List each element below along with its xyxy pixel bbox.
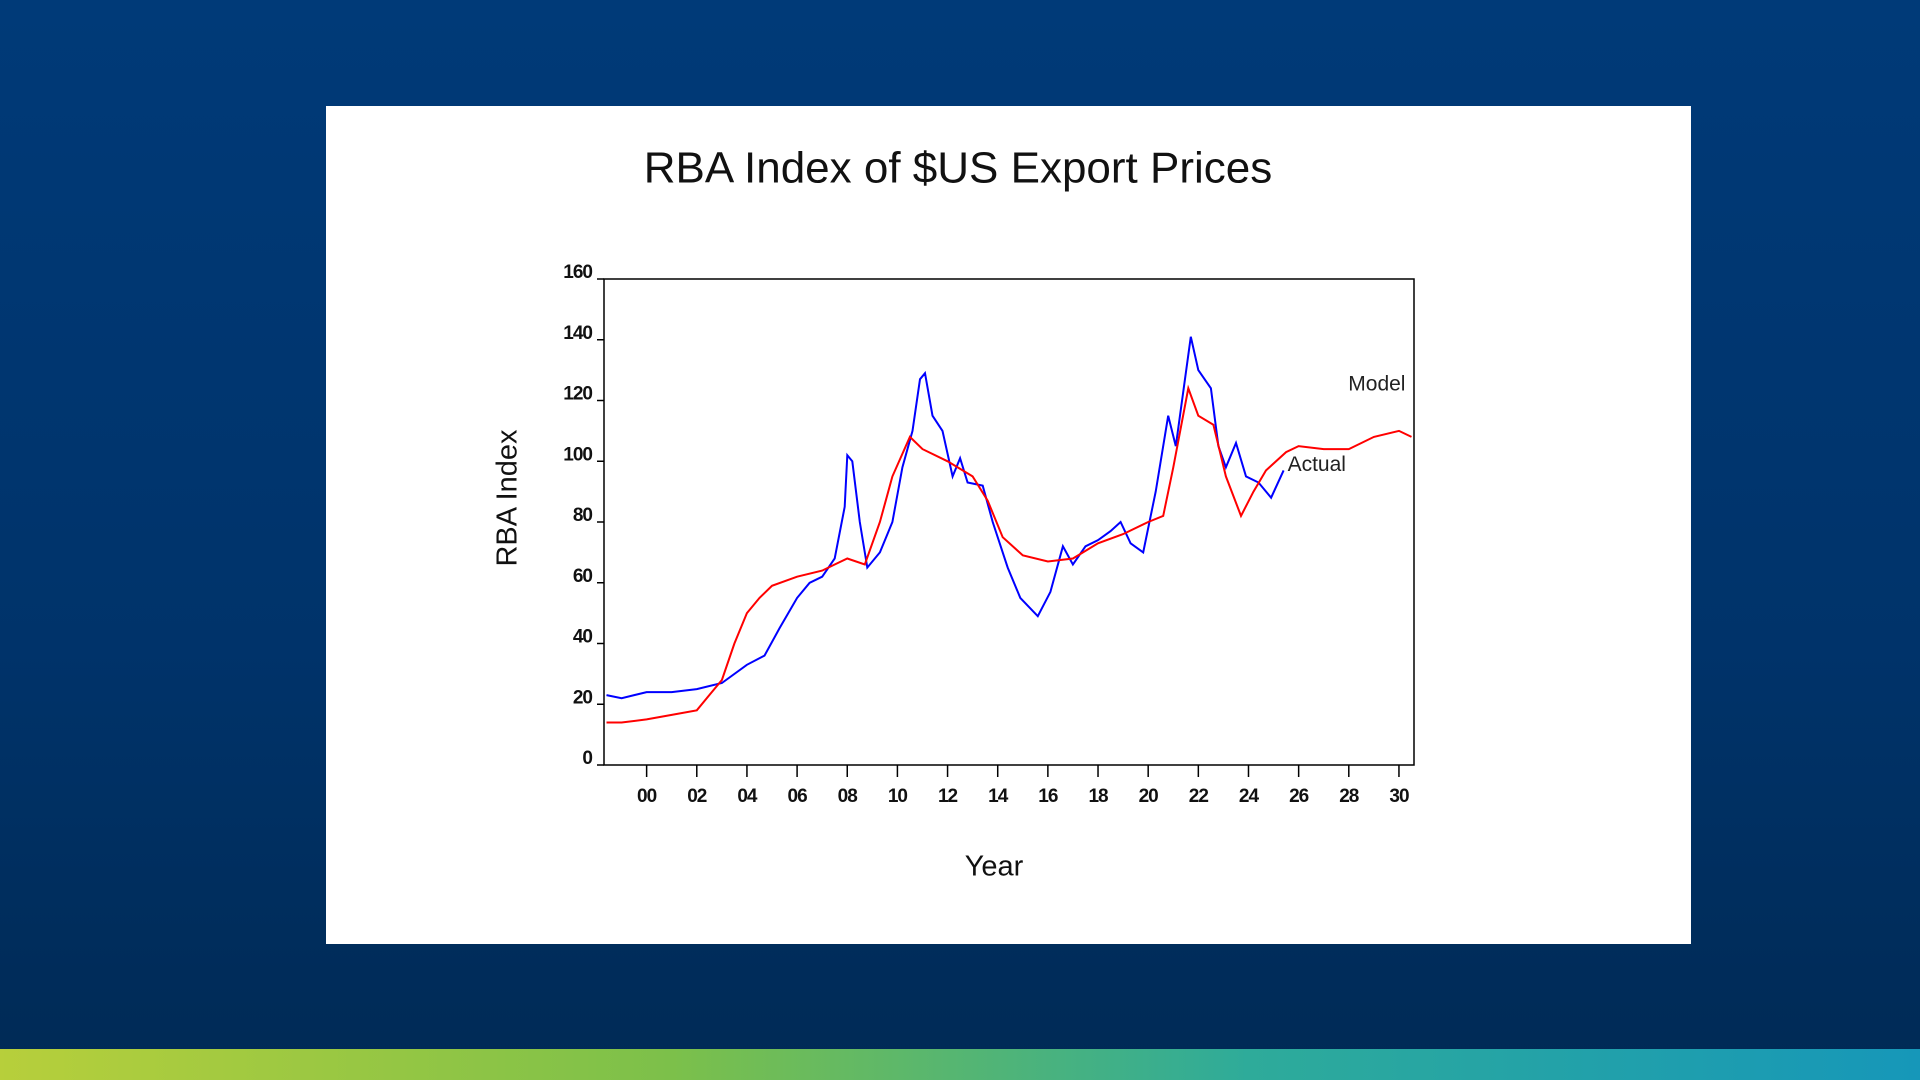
series-line [606, 384, 1412, 724]
series-label: Model [1348, 372, 1405, 395]
x-tick-label: 30 [1389, 786, 1409, 807]
chart-title: RBA Index of $US Export Prices [644, 144, 1273, 193]
x-axis-label: Year [965, 851, 1024, 883]
y-tick-label: 160 [563, 262, 592, 283]
x-tick-label: 10 [888, 786, 908, 807]
series-label: Actual [1288, 453, 1346, 476]
series-line [606, 336, 1285, 700]
x-tick-label: 16 [1038, 786, 1058, 807]
x-tick-label: 20 [1139, 786, 1159, 807]
x-tick-label: 04 [737, 786, 758, 807]
x-tick-label: 28 [1339, 786, 1359, 807]
x-tick-label: 12 [938, 786, 958, 807]
y-tick-label: 140 [563, 323, 592, 344]
x-tick-label: 24 [1239, 786, 1260, 807]
y-tick-label: 60 [573, 566, 593, 587]
y-tick-label: 40 [573, 627, 593, 648]
accent-strip [0, 1049, 1920, 1080]
x-tick-label: 02 [687, 786, 707, 807]
y-tick-label: 80 [573, 505, 593, 526]
y-tick-label: 20 [573, 687, 593, 708]
panel [326, 106, 1691, 944]
y-axis-label: RBA Index [492, 429, 524, 567]
y-tick-label: 100 [563, 444, 592, 465]
x-tick-label: 18 [1088, 786, 1108, 807]
x-tick-label: 22 [1189, 786, 1209, 807]
x-tick-label: 26 [1289, 786, 1309, 807]
x-tick-label: 00 [637, 786, 657, 807]
x-tick-label: 06 [788, 786, 808, 807]
y-tick-label: 0 [582, 748, 592, 769]
x-tick-label: 14 [988, 786, 1009, 807]
plot-frame [603, 278, 1415, 766]
x-tick-label: 08 [838, 786, 858, 807]
y-tick-label: 120 [563, 384, 592, 405]
